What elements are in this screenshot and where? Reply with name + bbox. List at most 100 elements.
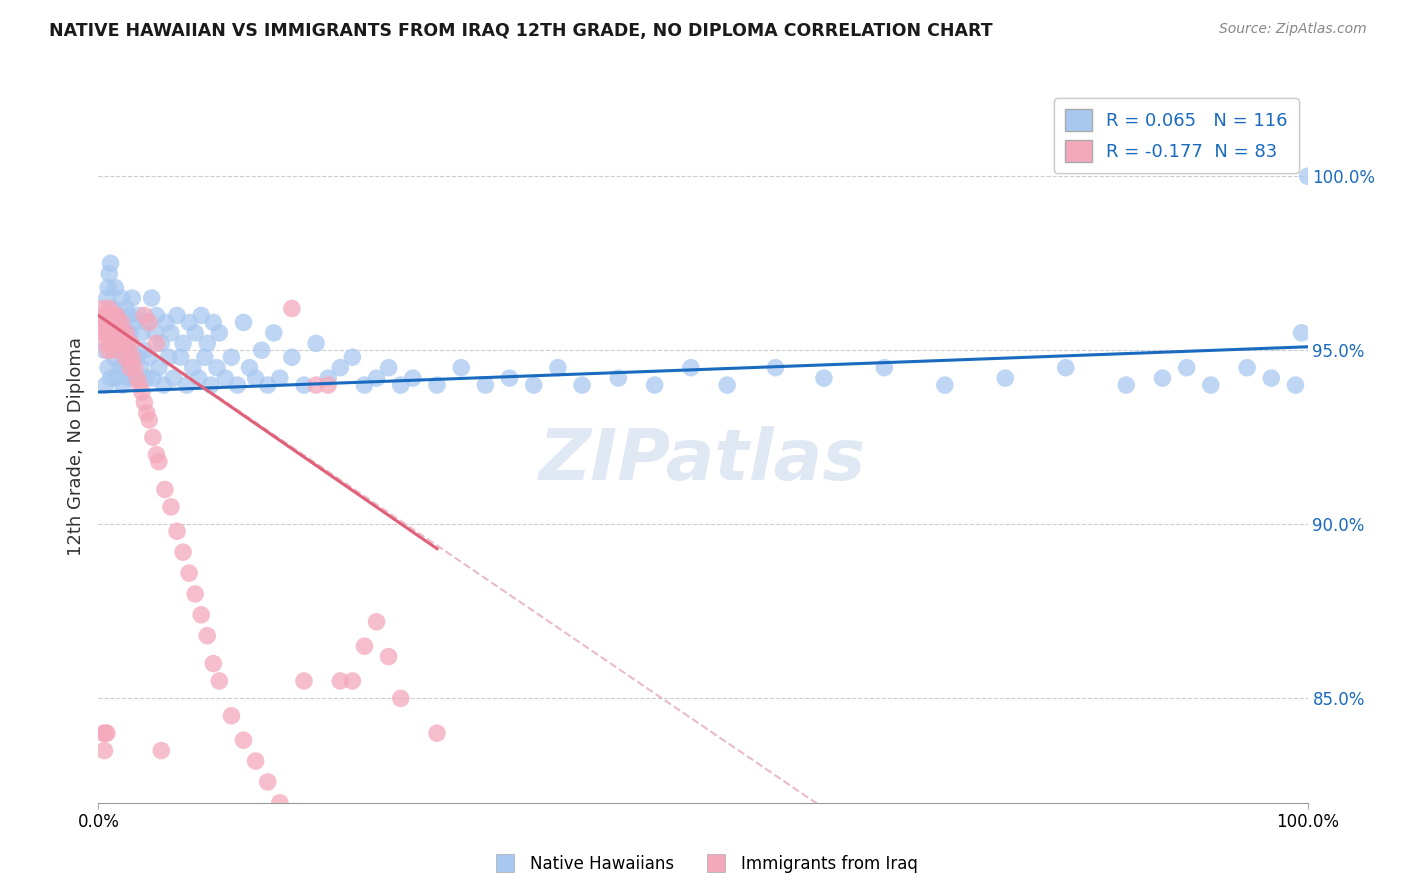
Point — [389, 378, 412, 392]
Point — [239, 360, 262, 375]
Point — [547, 360, 569, 375]
Point — [765, 360, 787, 375]
Point — [269, 371, 291, 385]
Point — [873, 360, 896, 375]
Point — [305, 336, 328, 351]
Point — [498, 371, 520, 385]
Point — [105, 371, 128, 385]
Point — [377, 360, 399, 375]
Point — [226, 378, 249, 392]
Point — [1054, 360, 1077, 375]
Point — [121, 350, 143, 364]
Legend: R = 0.065   N = 116, R = -0.177  N = 83: R = 0.065 N = 116, R = -0.177 N = 83 — [1054, 98, 1299, 173]
Point — [110, 291, 132, 305]
Point — [134, 343, 156, 358]
Point — [200, 378, 222, 392]
Point — [103, 326, 125, 340]
Point — [644, 378, 666, 392]
Point — [172, 545, 194, 559]
Point — [120, 336, 142, 351]
Point — [107, 315, 129, 329]
Point — [245, 754, 267, 768]
Point — [114, 350, 136, 364]
Text: Source: ZipAtlas.com: Source: ZipAtlas.com — [1219, 22, 1367, 37]
Point — [281, 350, 304, 364]
Point — [402, 371, 425, 385]
Point — [214, 371, 236, 385]
Point — [1236, 360, 1258, 375]
Point — [190, 309, 212, 323]
Point — [117, 336, 139, 351]
Point — [148, 360, 170, 375]
Point — [104, 315, 127, 329]
Point — [523, 378, 546, 392]
Point — [111, 315, 134, 329]
Point — [115, 326, 138, 340]
Point — [202, 315, 225, 329]
Point — [112, 336, 135, 351]
Point — [105, 326, 128, 340]
Point — [426, 378, 449, 392]
Point — [166, 524, 188, 539]
Point — [292, 378, 315, 392]
Point — [1291, 326, 1313, 340]
Point — [101, 343, 124, 358]
Point — [426, 726, 449, 740]
Point — [153, 483, 176, 497]
Point — [166, 309, 188, 323]
Point — [221, 350, 243, 364]
Point — [256, 775, 278, 789]
Point — [94, 336, 117, 351]
Point — [145, 309, 167, 323]
Point — [96, 291, 118, 305]
Point — [160, 500, 183, 514]
Point — [131, 326, 153, 340]
Point — [571, 378, 593, 392]
Point — [104, 280, 127, 294]
Point — [1175, 360, 1198, 375]
Point — [100, 315, 122, 329]
Point — [245, 371, 267, 385]
Point — [994, 371, 1017, 385]
Point — [190, 607, 212, 622]
Point — [179, 566, 201, 580]
Point — [108, 326, 131, 340]
Point — [127, 350, 149, 364]
Point — [124, 360, 146, 375]
Point — [97, 315, 120, 329]
Point — [377, 649, 399, 664]
Point — [103, 350, 125, 364]
Point — [1199, 378, 1222, 392]
Point — [256, 378, 278, 392]
Point — [202, 657, 225, 671]
Point — [91, 726, 114, 740]
Point — [100, 309, 122, 323]
Point — [934, 378, 956, 392]
Point — [104, 336, 127, 351]
Point — [98, 267, 121, 281]
Point — [94, 726, 117, 740]
Point — [100, 309, 122, 323]
Point — [107, 309, 129, 323]
Point — [184, 587, 207, 601]
Point — [366, 371, 388, 385]
Point — [93, 309, 115, 323]
Point — [232, 315, 254, 329]
Point — [181, 360, 204, 375]
Point — [172, 336, 194, 351]
Point — [162, 371, 184, 385]
Point — [143, 326, 166, 340]
Point — [100, 256, 122, 270]
Point — [1296, 169, 1319, 184]
Point — [353, 639, 375, 653]
Point — [1284, 378, 1306, 392]
Point — [152, 378, 174, 392]
Point — [97, 360, 120, 375]
Point — [342, 673, 364, 688]
Point — [316, 371, 339, 385]
Point — [194, 350, 217, 364]
Point — [118, 371, 141, 385]
Point — [94, 315, 117, 329]
Point — [118, 350, 141, 364]
Point — [179, 315, 201, 329]
